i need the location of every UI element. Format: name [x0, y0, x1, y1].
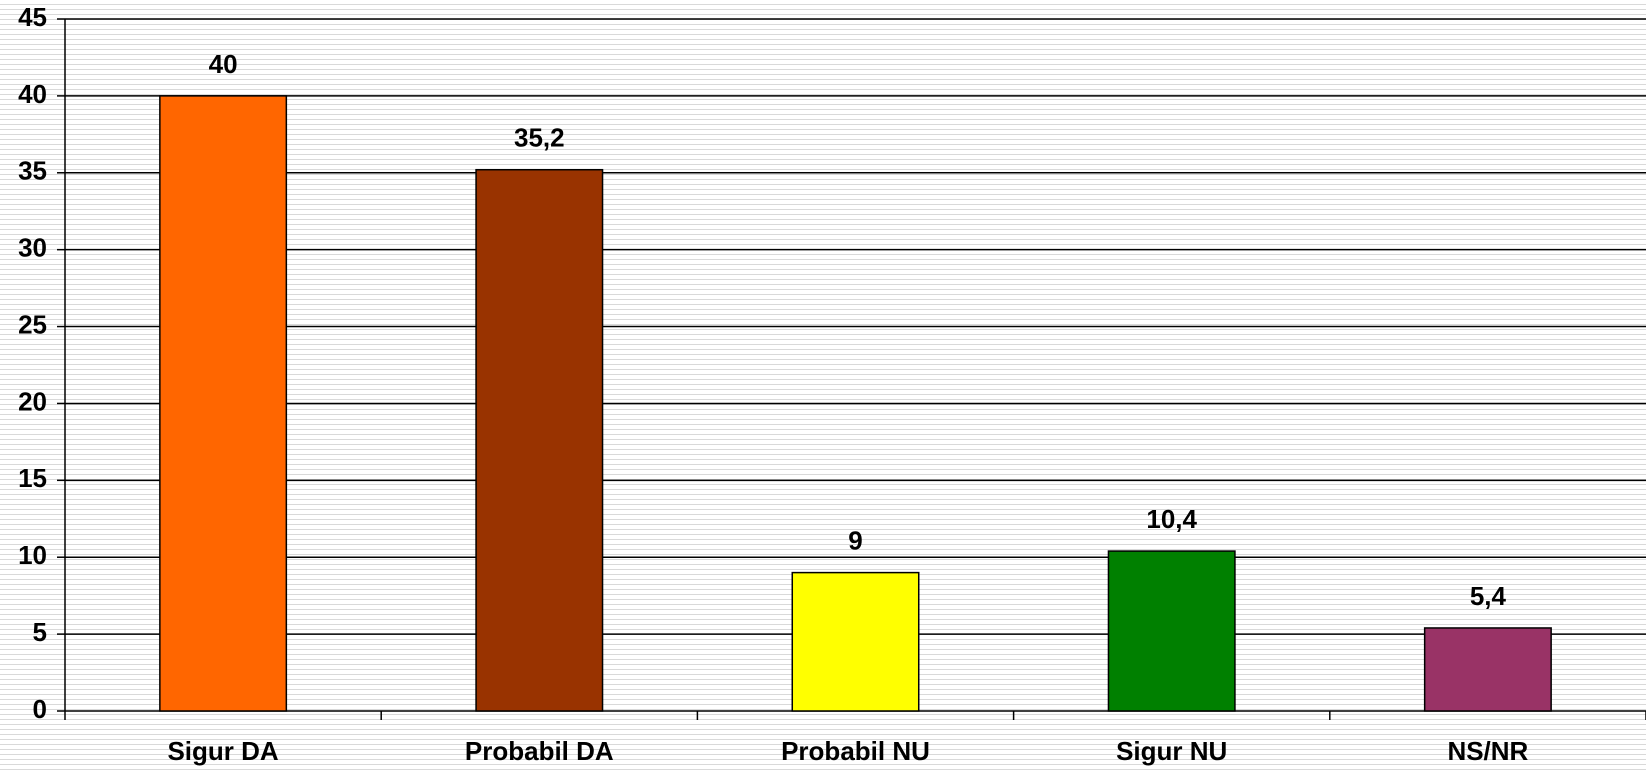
x-tick-label: Sigur DA — [167, 736, 278, 766]
x-tick-label: NS/NR — [1447, 736, 1528, 766]
y-tick-label: 30 — [18, 233, 47, 263]
y-tick-label: 35 — [18, 156, 47, 186]
y-tick-label: 45 — [18, 2, 47, 32]
value-label: 5,4 — [1470, 581, 1507, 611]
y-tick-label: 40 — [18, 79, 47, 109]
y-tick-label: 25 — [18, 309, 47, 339]
value-label: 9 — [848, 525, 862, 555]
x-tick-label: Probabil DA — [465, 736, 614, 766]
value-label: 35,2 — [514, 123, 565, 153]
bar — [1107, 550, 1236, 712]
y-tick-label: 0 — [33, 694, 47, 724]
y-tick-label: 15 — [18, 463, 47, 493]
value-label: 40 — [209, 49, 238, 79]
y-tick-label: 10 — [18, 540, 47, 570]
bar — [159, 95, 288, 712]
x-tick-label: Sigur NU — [1116, 736, 1227, 766]
bar — [1423, 627, 1552, 712]
x-tick-label: Probabil NU — [781, 736, 930, 766]
bar — [475, 168, 604, 712]
y-tick-label: 20 — [18, 386, 47, 416]
y-tick-label: 5 — [33, 617, 47, 647]
bar — [791, 571, 920, 712]
value-label: 10,4 — [1146, 504, 1197, 534]
